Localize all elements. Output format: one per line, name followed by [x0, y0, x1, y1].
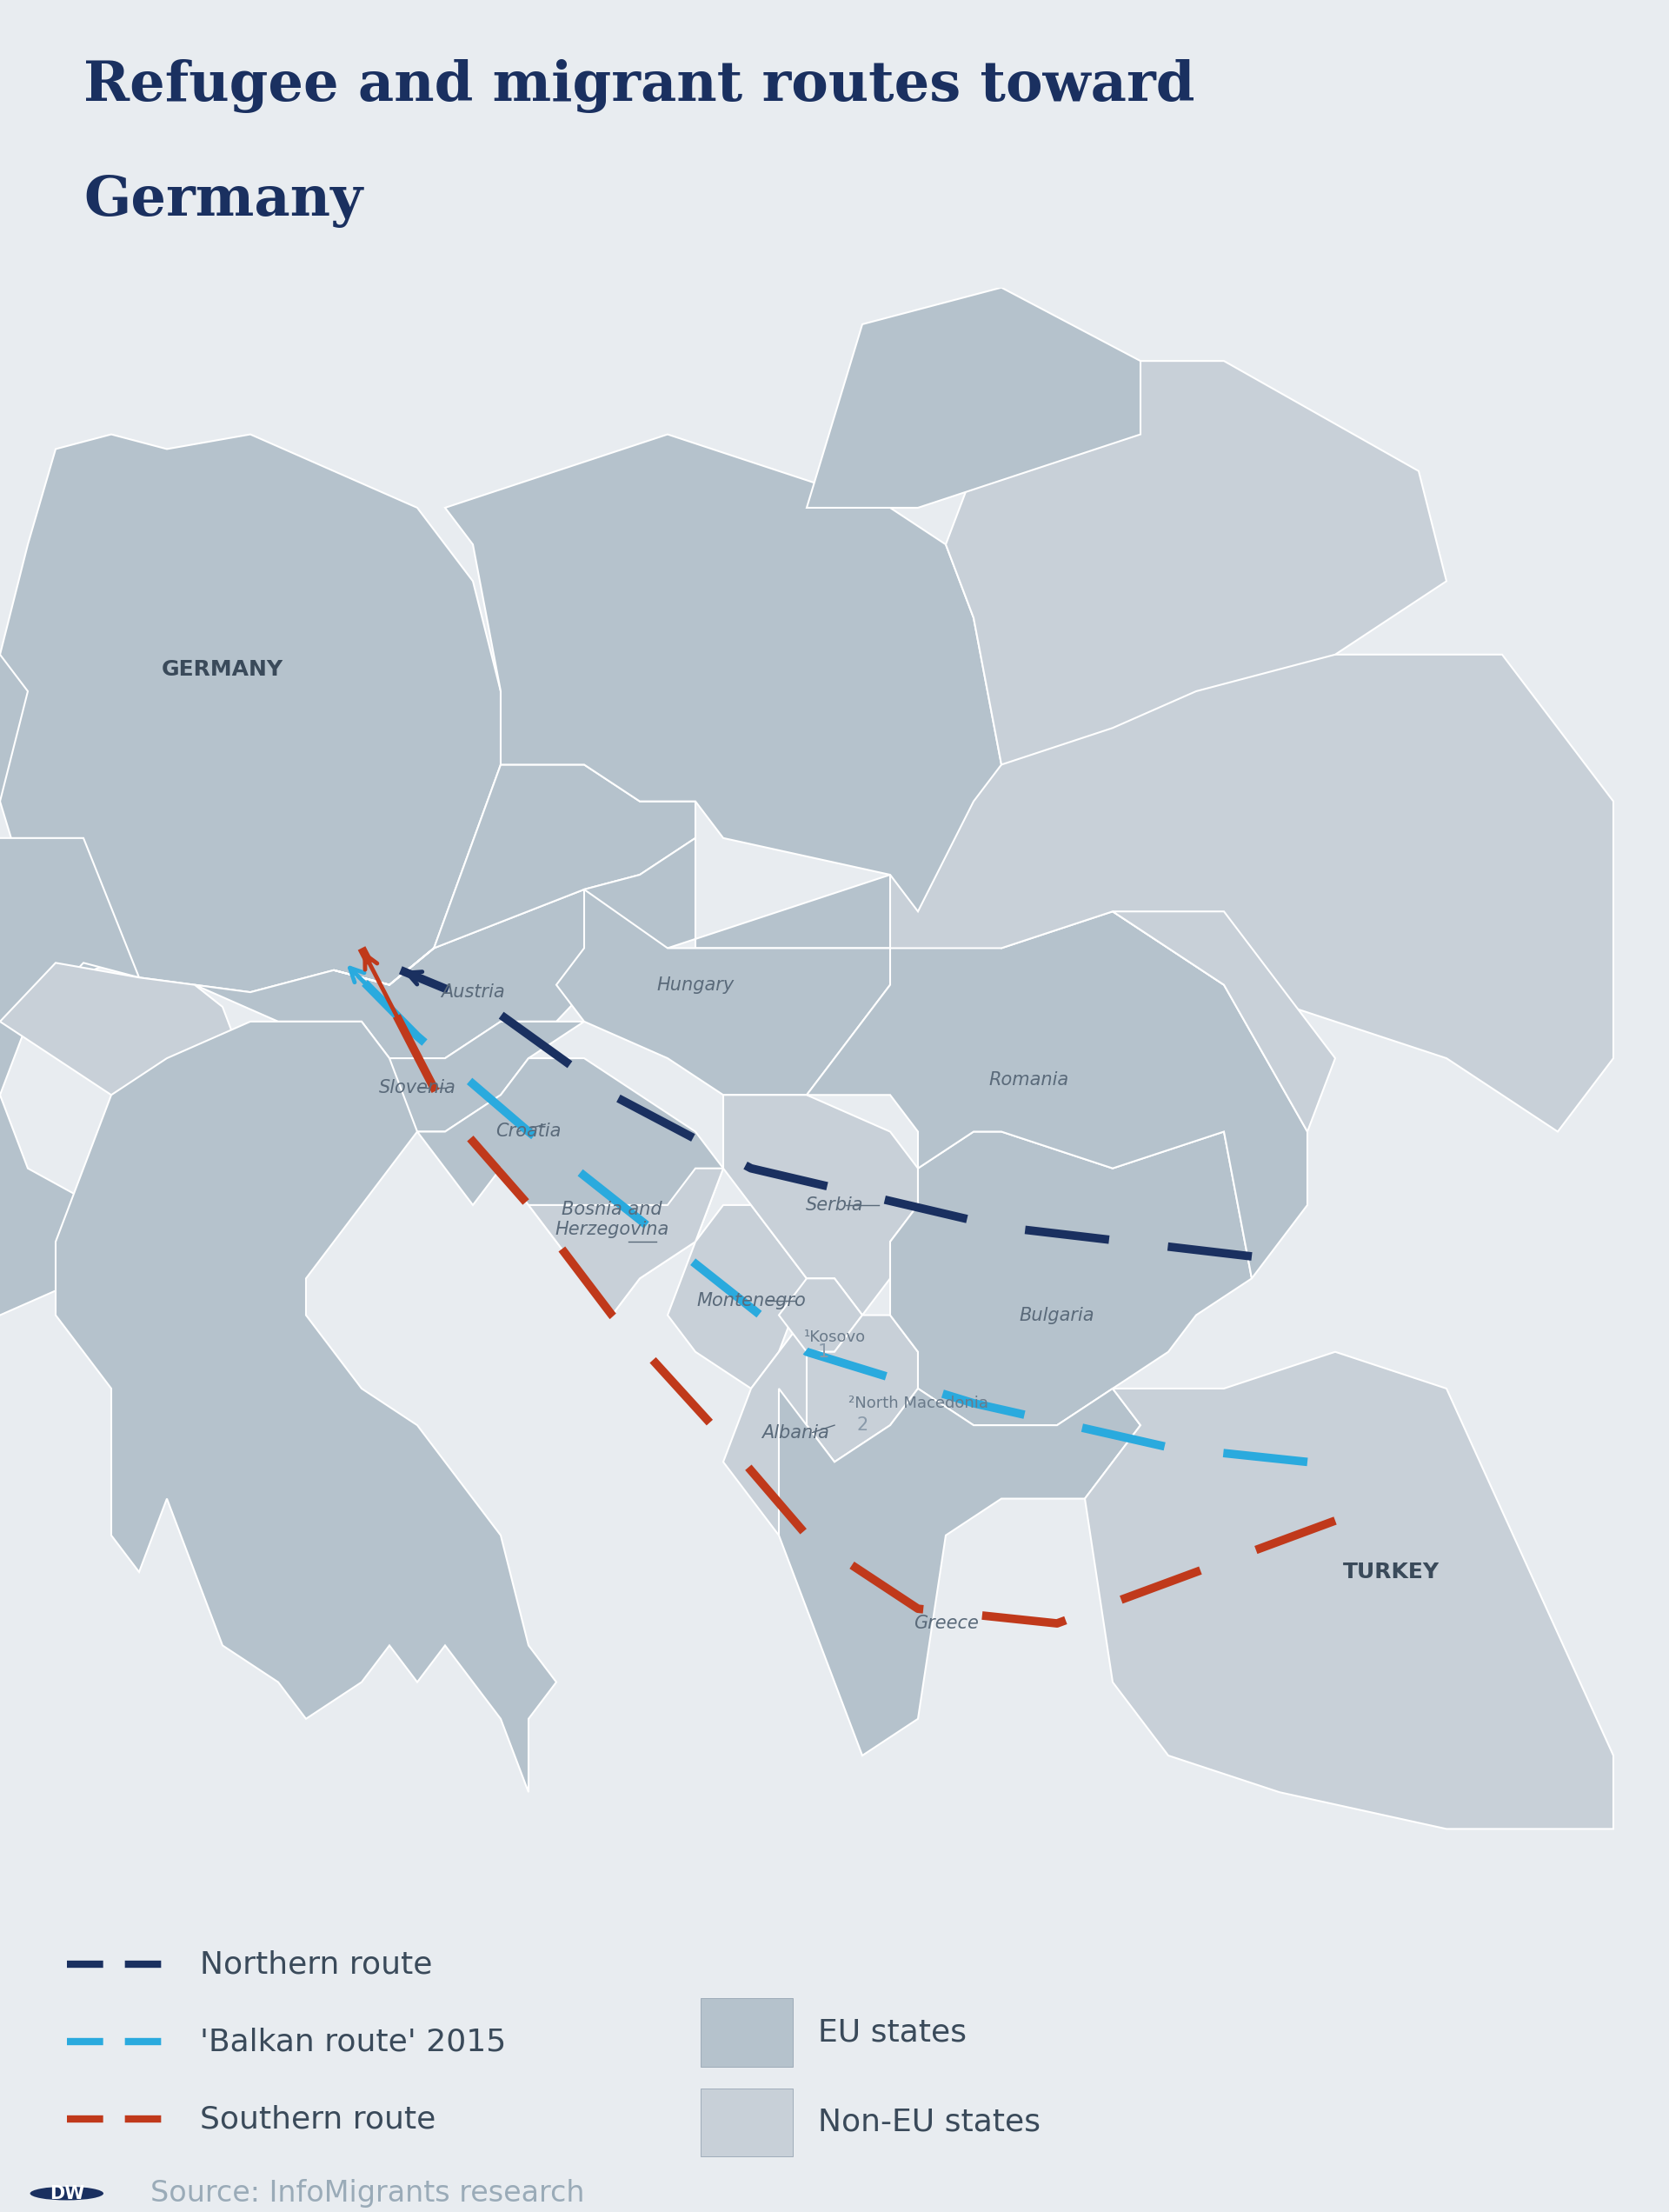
Circle shape	[30, 2188, 103, 2201]
Text: Northern route: Northern route	[200, 1949, 432, 1980]
Polygon shape	[806, 288, 1140, 509]
Text: Refugee and migrant routes toward: Refugee and migrant routes toward	[83, 60, 1195, 113]
Polygon shape	[806, 911, 1307, 1279]
Polygon shape	[890, 1133, 1252, 1425]
Bar	[701, 2088, 793, 2157]
Text: Southern route: Southern route	[200, 2104, 436, 2135]
Polygon shape	[0, 544, 28, 838]
Text: DW: DW	[50, 2185, 83, 2203]
Text: 2: 2	[856, 1416, 868, 1433]
Polygon shape	[668, 1206, 806, 1389]
Polygon shape	[334, 765, 696, 984]
Bar	[701, 1997, 793, 2066]
Text: Bulgaria: Bulgaria	[1020, 1307, 1095, 1323]
Polygon shape	[1085, 1352, 1614, 1829]
Text: Non-EU states: Non-EU states	[818, 2108, 1040, 2137]
Polygon shape	[529, 1168, 723, 1316]
Polygon shape	[417, 1057, 723, 1316]
Polygon shape	[779, 1279, 863, 1352]
Polygon shape	[389, 1022, 584, 1133]
Text: Source: InfoMigrants research: Source: InfoMigrants research	[150, 2179, 584, 2208]
Polygon shape	[0, 962, 234, 1095]
Text: 'Balkan route' 2015: 'Balkan route' 2015	[200, 2026, 506, 2057]
Text: Greece: Greece	[913, 1615, 978, 1632]
Polygon shape	[195, 889, 613, 1057]
Text: TURKEY: TURKEY	[1342, 1562, 1439, 1582]
Polygon shape	[0, 728, 139, 1316]
Text: Montenegro: Montenegro	[696, 1292, 806, 1310]
Text: ¹Kosovo: ¹Kosovo	[803, 1329, 866, 1345]
Polygon shape	[556, 889, 918, 1095]
Polygon shape	[1113, 911, 1335, 1133]
Polygon shape	[55, 1022, 556, 1792]
Text: Bosnia and
Herzegovina: Bosnia and Herzegovina	[554, 1201, 669, 1239]
Polygon shape	[723, 1095, 918, 1316]
Polygon shape	[890, 655, 1614, 1133]
Text: 1: 1	[818, 1343, 829, 1360]
Text: Germany: Germany	[83, 175, 362, 228]
Polygon shape	[446, 434, 1001, 911]
Text: Albania: Albania	[761, 1425, 829, 1442]
Text: Croatia: Croatia	[496, 1124, 561, 1141]
Text: ²North Macedonia: ²North Macedonia	[848, 1396, 988, 1411]
Text: EU states: EU states	[818, 2017, 966, 2046]
Text: GERMANY: GERMANY	[162, 659, 284, 679]
Text: Hungary: Hungary	[656, 975, 734, 993]
Text: Austria: Austria	[441, 984, 506, 1000]
Text: Romania: Romania	[990, 1071, 1070, 1088]
Polygon shape	[946, 361, 1447, 765]
Polygon shape	[0, 434, 501, 1000]
Polygon shape	[584, 838, 918, 962]
Text: Slovenia: Slovenia	[379, 1079, 456, 1097]
Polygon shape	[806, 1316, 918, 1462]
Text: Serbia: Serbia	[806, 1197, 863, 1214]
Polygon shape	[779, 1389, 1140, 1756]
Polygon shape	[723, 1279, 834, 1535]
